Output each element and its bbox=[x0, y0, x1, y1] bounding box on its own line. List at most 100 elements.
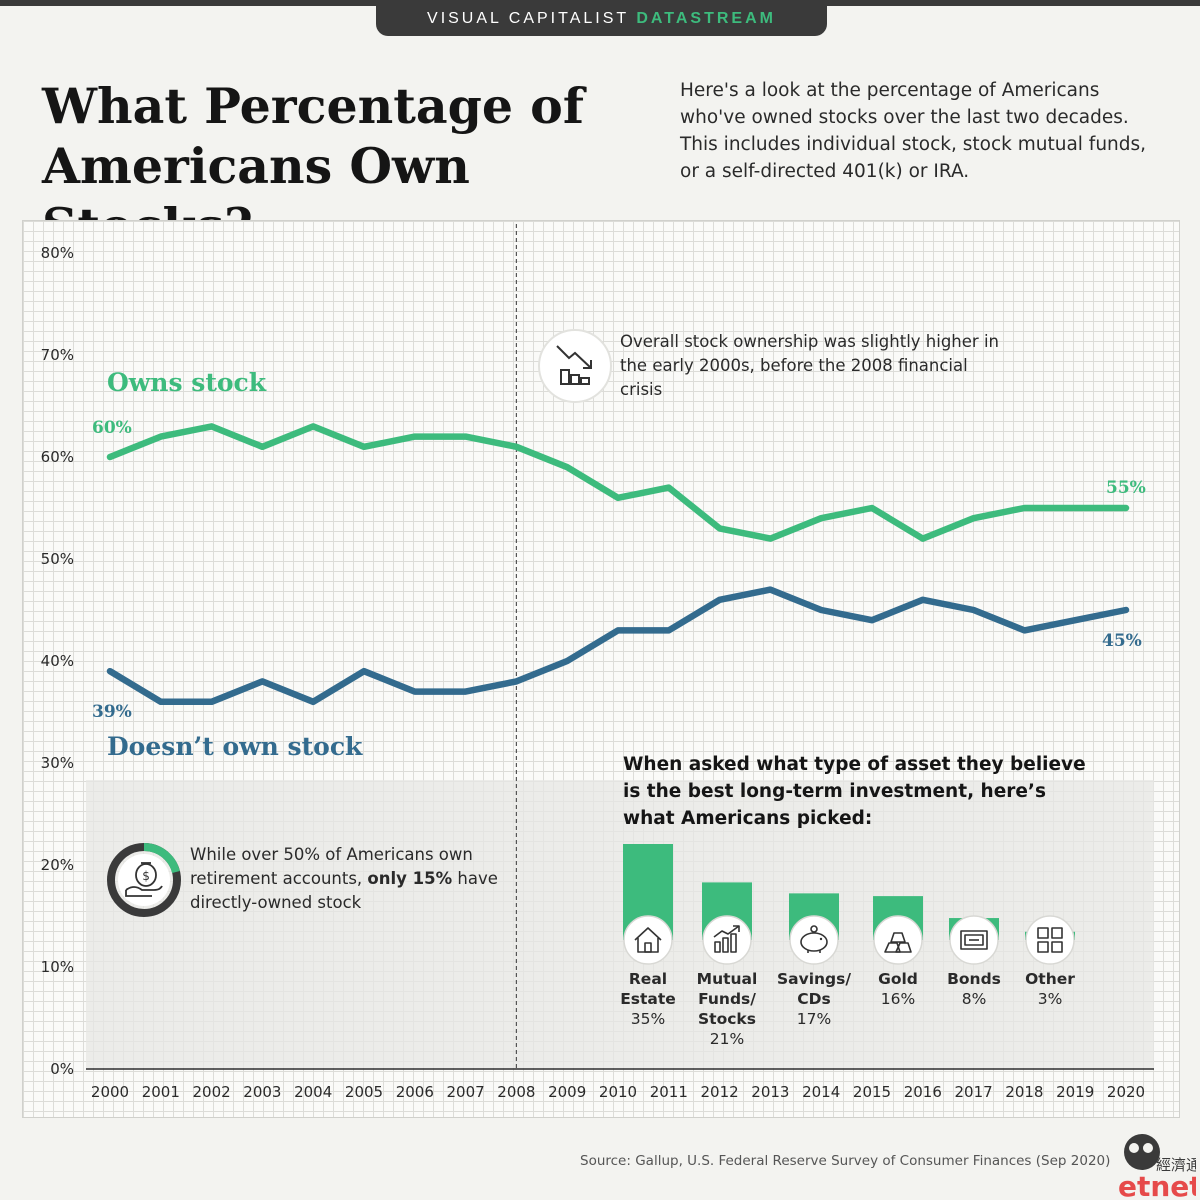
svg-text:經濟通: 經濟通 bbox=[1156, 1156, 1196, 1174]
point-doesn-t-own-stock bbox=[1124, 608, 1128, 612]
point-doesn-t-own-stock bbox=[413, 690, 417, 694]
point-doesn-t-own-stock bbox=[870, 618, 874, 622]
point-doesn-t-own-stock bbox=[210, 700, 214, 704]
house-door bbox=[644, 942, 652, 953]
x-tick-label: 2007 bbox=[447, 1083, 485, 1101]
grid-cell bbox=[1037, 941, 1049, 953]
point-doesn-t-own-stock bbox=[616, 628, 620, 632]
gold-bar bbox=[890, 932, 906, 943]
trend-arrow bbox=[733, 925, 740, 932]
x-tick-label: 2014 bbox=[802, 1083, 840, 1101]
trend-line bbox=[713, 925, 740, 938]
end-label-owns-stock: 55% bbox=[1106, 478, 1146, 498]
y-tick-label: 0% bbox=[50, 1060, 74, 1078]
x-tick-label: 2004 bbox=[294, 1083, 332, 1101]
bar-series: Real Estate 35% Mutual Funds/Stocks 21% Saving… bbox=[620, 844, 1075, 1048]
point-owns-stock bbox=[921, 537, 925, 541]
y-tick-label: 80% bbox=[41, 244, 74, 262]
etnet-logo: 經濟通 etnet bbox=[1118, 1134, 1196, 1198]
y-tick-label: 70% bbox=[41, 346, 74, 364]
x-tick-label: 2006 bbox=[396, 1083, 434, 1101]
grid-cell bbox=[1051, 927, 1063, 939]
point-doesn-t-own-stock bbox=[667, 628, 671, 632]
series-labels: Owns stock 60% 55% Doesn’t own stock 39% 45% bbox=[92, 368, 1146, 761]
x-tick-label: 2003 bbox=[243, 1083, 281, 1101]
x-tick-label: 2002 bbox=[193, 1083, 231, 1101]
bar-category-label: Bonds bbox=[947, 970, 1001, 988]
grid-cell bbox=[1051, 941, 1063, 953]
point-owns-stock bbox=[260, 445, 264, 449]
bar-category-label: Gold bbox=[878, 970, 918, 988]
end-label-doesnt-own-stock: 45% bbox=[1102, 631, 1142, 651]
bar-value-label: 17% bbox=[797, 1010, 831, 1028]
gold-bars-icon bbox=[873, 915, 923, 965]
point-doesn-t-own-stock bbox=[159, 700, 163, 704]
point-owns-stock bbox=[210, 424, 214, 428]
point-owns-stock bbox=[362, 445, 366, 449]
retirement-callout: While over 50% of Americans own retireme… bbox=[190, 843, 510, 915]
icon-circle bbox=[873, 915, 923, 965]
line-owns-stock bbox=[106, 423, 1130, 542]
piggy-body bbox=[800, 932, 828, 952]
house-roof bbox=[634, 927, 662, 941]
point-doesn-t-own-stock bbox=[972, 608, 976, 612]
x-tick-label: 2013 bbox=[751, 1083, 789, 1101]
bar-category-label: Funds/ bbox=[698, 990, 756, 1008]
point-doesn-t-own-stock bbox=[260, 679, 264, 683]
crisis-callout: Overall stock ownership was slightly hig… bbox=[620, 332, 999, 399]
point-owns-stock bbox=[667, 486, 671, 490]
x-tick-label: 2008 bbox=[497, 1083, 535, 1101]
x-tick-label: 2009 bbox=[548, 1083, 586, 1101]
x-tick-label: 2015 bbox=[853, 1083, 891, 1101]
bar-value-label: 35% bbox=[631, 1010, 665, 1028]
bar-icon-a bbox=[714, 941, 721, 953]
x-tick-label: 2005 bbox=[345, 1083, 383, 1101]
bar-category-label: Estate bbox=[620, 990, 676, 1008]
grid-cell bbox=[1037, 927, 1049, 939]
point-owns-stock bbox=[1124, 506, 1128, 510]
retirement-callout-pre: While over 50% of Americans own retireme… bbox=[190, 845, 473, 888]
line-doesn-t-own-stock bbox=[106, 586, 1130, 706]
icon-circle bbox=[1025, 915, 1075, 965]
point-doesn-t-own-stock bbox=[362, 669, 366, 673]
point-owns-stock bbox=[565, 465, 569, 469]
brand-name: VISUAL CAPITALIST bbox=[427, 10, 629, 27]
gold-bar bbox=[884, 942, 901, 953]
x-tick-label: 2016 bbox=[904, 1083, 942, 1101]
svg-text:etnet: etnet bbox=[1118, 1170, 1196, 1198]
y-tick-label: 60% bbox=[41, 448, 74, 466]
y-tick-label: 10% bbox=[41, 958, 74, 976]
y-axis: 0% 10% 20% 30% 40% 50% 60% 70% 80% bbox=[41, 244, 74, 1078]
grid-icon bbox=[1025, 915, 1075, 965]
point-doesn-t-own-stock bbox=[565, 659, 569, 663]
svg-text:$: $ bbox=[142, 869, 150, 883]
point-owns-stock bbox=[768, 537, 772, 541]
bar-category-label: CDs bbox=[797, 990, 830, 1008]
coin bbox=[810, 925, 818, 933]
point-owns-stock bbox=[514, 445, 518, 449]
page-subtitle: Here's a look at the percentage of Ameri… bbox=[680, 80, 1147, 182]
y-tick-label: 20% bbox=[41, 856, 74, 874]
y-tick-label: 40% bbox=[41, 652, 74, 670]
x-tick-label: 2010 bbox=[599, 1083, 637, 1101]
point-doesn-t-own-stock bbox=[108, 669, 112, 673]
icon-circle bbox=[702, 915, 752, 965]
y-tick-label: 30% bbox=[41, 754, 74, 772]
x-tick-label: 2001 bbox=[142, 1083, 180, 1101]
bond-certificate-icon bbox=[949, 915, 999, 965]
point-doesn-t-own-stock bbox=[768, 588, 772, 592]
x-tick-label: 2011 bbox=[650, 1083, 688, 1101]
point-doesn-t-own-stock bbox=[819, 608, 823, 612]
point-owns-stock bbox=[870, 506, 874, 510]
line-series bbox=[106, 423, 1130, 706]
bar-value-label: 21% bbox=[710, 1030, 744, 1048]
x-tick-label: 2017 bbox=[955, 1083, 993, 1101]
x-tick-label: 2020 bbox=[1107, 1083, 1145, 1101]
point-owns-stock bbox=[616, 496, 620, 500]
x-tick-label: 2018 bbox=[1005, 1083, 1043, 1101]
retirement-callout-post: have directly-owned stock bbox=[190, 869, 498, 912]
point-owns-stock bbox=[108, 455, 112, 459]
certificate bbox=[960, 930, 988, 950]
point-doesn-t-own-stock bbox=[921, 598, 925, 602]
